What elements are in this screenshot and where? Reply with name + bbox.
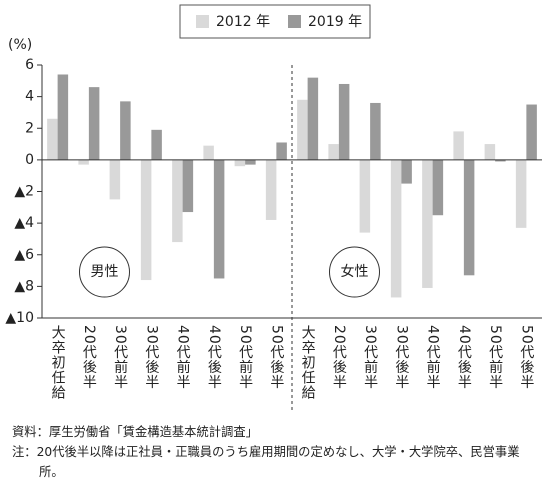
bar [463,159,475,276]
x-tick-label: 大卒初任給 [299,325,316,400]
panel-label-circle [79,246,130,298]
bar [265,159,277,220]
x-tick-label: 20代後半 [330,325,347,390]
bar [140,159,152,281]
bar [172,159,183,243]
bar [120,101,131,160]
x-tick-label: 50代後半 [518,325,535,390]
x-tick-label: 50代前半 [237,325,254,390]
x-tick-label: 40代後半 [205,325,222,390]
bar [495,159,506,162]
x-tick-label: 30代後半 [393,325,410,390]
bar [484,144,496,160]
y-axis-label: (%) [8,37,32,53]
bar [359,159,371,233]
legend-swatch [288,15,301,28]
bar [182,159,194,213]
bar [422,159,433,288]
bar [338,83,350,160]
x-tick-label: 30代前半 [112,325,129,390]
x-tick-label: 20代後半 [80,325,97,390]
y-tick-label: ▲2 [14,184,34,200]
x-tick-label: 大卒初任給 [49,325,66,400]
bar [213,159,225,279]
bar [526,104,537,160]
x-tick-label: 40代後半 [455,325,472,390]
bar [307,77,319,160]
bar [57,74,69,160]
bar [245,159,256,165]
y-tick-label: 4 [25,89,34,105]
bar [328,144,339,160]
bar [234,159,246,167]
legend-box [179,4,371,39]
x-tick-label: 50代後半 [268,325,285,390]
bar [297,99,308,160]
y-tick-label: 2 [25,120,34,136]
source-note: 資料：厚生労働省「賃金構造基本統計調査」 [12,425,258,439]
y-tick-label: 6 [25,57,34,73]
bar [151,129,162,160]
legend-swatch [196,15,209,28]
legend-label: 2019 年 [308,14,362,30]
y-tick-label: ▲6 [14,247,34,263]
y-tick-label: 0 [25,152,34,168]
bar [109,159,121,200]
y-tick-label: ▲4 [14,215,34,231]
bar [203,145,214,160]
y-tick-label: ▲10 [5,310,34,326]
bar [88,87,100,160]
panel-label: 男性 [91,264,119,280]
bar [390,159,402,298]
bar [370,102,381,160]
bar [515,159,527,228]
footnote: 注：20代後半以降は正社員・正職員のうち雇用期間の定めなし、大学・大学院卒、民営… [12,445,520,479]
x-tick-label: 40代前半 [424,325,441,390]
bar [401,159,412,184]
bar [432,159,444,216]
legend-label: 2012 年 [216,14,270,30]
bar [78,159,89,165]
x-tick-label: 30代後半 [143,325,160,390]
panel-label-circle [329,246,380,298]
x-tick-label: 40代前半 [174,325,191,390]
bar [453,131,464,160]
panel-label: 女性 [341,263,369,280]
y-tick-label: ▲8 [14,278,34,294]
bar [47,118,58,160]
bar [276,142,287,160]
x-tick-label: 30代前半 [362,325,379,390]
x-tick-label: 50代前半 [487,325,504,390]
